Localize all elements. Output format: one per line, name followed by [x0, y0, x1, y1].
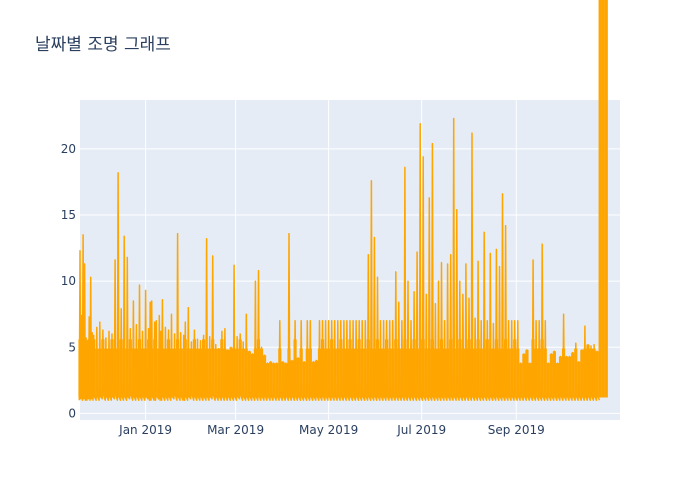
y-tick-label: 10: [61, 274, 76, 288]
x-tick-label: Sep 2019: [488, 423, 545, 437]
axis-layer: 0 5 10 15 20 Jan 2019 Mar 2019 May 2019 Jul 2019…: [61, 142, 545, 437]
x-tick-label: Mar 2019: [207, 423, 264, 437]
chart-title: 날짜별 조명 그래프: [35, 35, 171, 55]
y-tick-label: 5: [68, 340, 76, 354]
y-tick-label: 15: [61, 208, 76, 222]
x-tick-label: May 2019: [299, 423, 358, 437]
x-tick-label: Jul 2019: [396, 423, 446, 437]
y-tick-label: 0: [68, 406, 76, 420]
y-tick-label: 20: [61, 142, 76, 156]
series-layer: [78, 0, 608, 401]
x-tick-label: Jan 2019: [118, 423, 172, 437]
